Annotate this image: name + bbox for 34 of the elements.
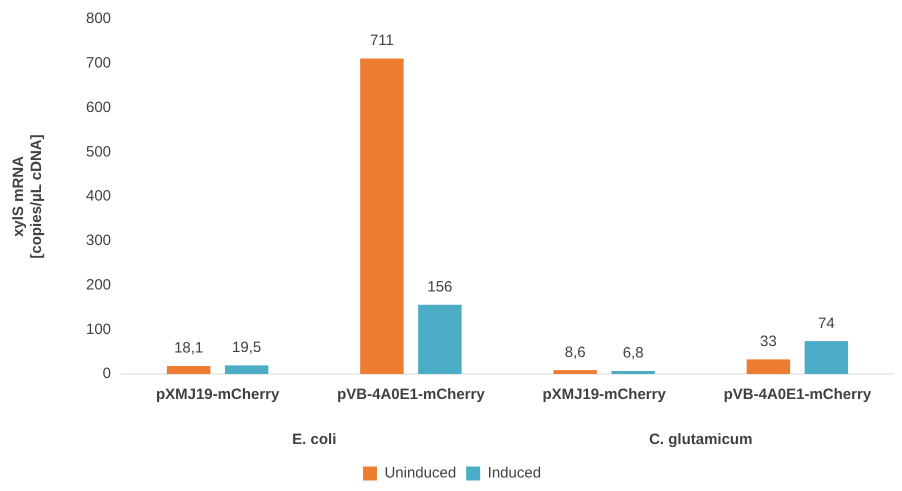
bar [611, 370, 655, 374]
x-tick-label: pVB-4A0E1-mCherry [337, 386, 486, 404]
y-tick-label: 700 [86, 54, 112, 72]
y-tick-label: 600 [86, 98, 112, 116]
y-tick-label: 500 [86, 143, 112, 160]
bar [804, 341, 848, 374]
y-axis-title: xylS mRNA [copies/µL cDNA] [10, 134, 46, 259]
legend-label: Induced [488, 464, 542, 482]
x-tick-label: pXMJ19-mCherry [542, 386, 666, 404]
y-tick-label: 100 [86, 320, 112, 338]
x-tick-label: pXMJ19-mCherry [156, 386, 280, 404]
y-tick-label: 300 [86, 232, 112, 250]
data-label: 18,1 [174, 340, 204, 357]
bar [166, 366, 210, 374]
data-label: 74 [818, 314, 835, 332]
y-tick-label: 800 [86, 10, 112, 28]
y-tick-label: 200 [86, 276, 112, 294]
data-label: 156 [427, 278, 452, 296]
data-label: 19,5 [232, 338, 262, 356]
text: C. glutamicum [649, 431, 752, 448]
bar [418, 304, 462, 374]
data-label: 33 [760, 332, 777, 350]
data-label: 8,6 [564, 344, 586, 361]
legend-label: Uninduced [384, 464, 456, 482]
text: E. coli [292, 431, 336, 448]
y-tick-label: 0 [102, 365, 112, 382]
bar [224, 365, 268, 374]
bar [746, 359, 790, 374]
x-tick-label: pVB-4A0E1-mCherry [724, 386, 872, 404]
data-label: 6,8 [622, 344, 644, 362]
y-tick-label: 400 [86, 188, 112, 205]
bar [553, 370, 597, 374]
bar [360, 58, 404, 374]
data-label: 711 [370, 32, 394, 50]
